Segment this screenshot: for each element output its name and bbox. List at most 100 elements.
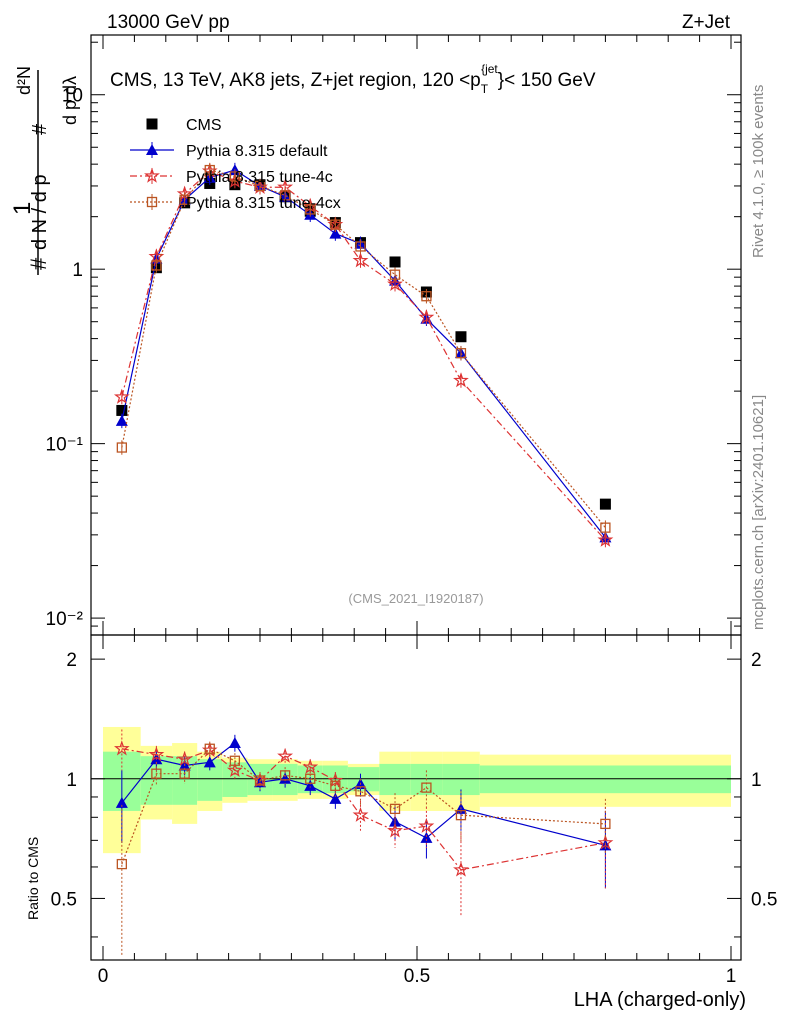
ratio-point — [389, 815, 402, 827]
data-point — [389, 269, 401, 280]
data-point — [151, 260, 162, 271]
ratio-point — [597, 834, 614, 850]
ratio-point — [418, 817, 435, 833]
y-label-part: d²N — [14, 66, 34, 95]
title-sub: T — [481, 82, 489, 96]
band-inner-4 — [222, 762, 248, 797]
ratio-point — [116, 858, 127, 870]
ratio-point — [389, 803, 401, 815]
data-point — [229, 171, 241, 182]
ratio-line-3 — [121, 748, 606, 865]
data-point — [387, 275, 403, 291]
ratio-series-3 — [116, 741, 611, 956]
x-axis-label: LHA (charged-only) — [574, 989, 746, 1011]
series-line-3 — [121, 169, 606, 529]
rivet-version-label: Rivet 4.1.0, ≥ 100k events — [750, 85, 767, 258]
y-tick-label-main: 10 — [62, 86, 83, 107]
title-tail: < 150 GeV — [504, 70, 596, 91]
y-tick-label-main: 1 — [72, 260, 83, 281]
ratio-point — [203, 756, 216, 768]
data-point — [418, 308, 435, 324]
data-point — [455, 331, 467, 343]
data-point — [254, 180, 266, 192]
data-point — [115, 414, 128, 426]
ratio-point — [148, 746, 165, 762]
main-series-layer — [113, 162, 614, 548]
ratio-point — [304, 779, 317, 791]
legend: CMS Pythia 8.315 default Pythia 8.315 tune… — [130, 117, 341, 212]
ratio-point — [387, 822, 403, 838]
data-point — [355, 241, 366, 252]
ratio-point — [115, 796, 128, 808]
series-0 — [116, 177, 611, 510]
ratio-uncertainty-bands — [103, 726, 731, 854]
ratio-point — [355, 786, 366, 797]
y-label-part: # — [29, 123, 51, 135]
ratio-plot-frame: 0 0.5 1 0.5 0.5 1 1 2 2 — [51, 634, 777, 987]
data-point — [330, 219, 341, 230]
data-point — [204, 164, 215, 176]
data-point — [305, 204, 316, 215]
ratio-point — [330, 780, 341, 791]
series-2 — [113, 162, 614, 548]
y-tick-label-ratio: 2 — [66, 650, 77, 671]
title-main: CMS, 13 TeV, AK8 jets, Z+jet region, 120… — [110, 70, 481, 91]
data-point — [453, 372, 469, 388]
data-point — [113, 388, 130, 404]
y-tick-label-main: 10⁻¹ — [46, 435, 84, 456]
legend-label: Pythia 8.315 tune-4c — [186, 169, 333, 186]
title-sup: {jet — [481, 62, 498, 76]
y-tick-label-ratio-right: 2 — [751, 650, 762, 671]
ratio-frame-border — [90, 634, 742, 961]
ratio-point — [226, 762, 243, 778]
y-label-part: 1 — [9, 202, 36, 215]
data-point — [597, 531, 614, 547]
ratio-point — [329, 792, 342, 804]
ratio-point — [151, 768, 162, 779]
data-point — [421, 291, 432, 302]
ratio-point — [277, 747, 294, 763]
ratio-point — [279, 772, 292, 784]
series-line-2 — [121, 170, 606, 541]
title-brace: } — [498, 70, 504, 91]
ratio-series-layer — [114, 729, 614, 956]
ratio-point — [302, 758, 319, 774]
legend-label: Pythia 8.315 tune-4cx — [186, 195, 341, 212]
y-tick-label-main: 10⁻² — [46, 609, 84, 630]
ratio-point — [254, 775, 266, 786]
data-point — [599, 498, 611, 510]
series-line-1 — [121, 169, 606, 538]
legend-marker — [146, 118, 158, 130]
series-3 — [116, 162, 611, 535]
analysis-id-label: (CMS_2021_I1920187) — [348, 591, 483, 606]
y-tick-label-ratio-right: 1 — [751, 770, 762, 791]
legend-marker — [146, 144, 158, 155]
ratio-point — [305, 773, 316, 784]
legend-marker — [146, 196, 158, 208]
ratio-point — [327, 772, 344, 788]
ratio-point — [421, 782, 432, 793]
y-label-part: d N / d p — [29, 174, 51, 250]
data-point — [600, 522, 611, 533]
energy-label: 13000 GeV pp — [107, 12, 230, 33]
ratio-point — [179, 768, 190, 779]
data-point — [279, 190, 291, 201]
ratio-point — [229, 755, 241, 766]
ratio-point — [352, 806, 369, 822]
data-point — [116, 404, 128, 416]
data-point — [352, 252, 369, 268]
ratio-point — [114, 740, 130, 756]
y-tick-label-ratio: 1 — [66, 770, 77, 791]
data-point — [179, 194, 190, 205]
legend-marker — [144, 167, 160, 183]
legend-label: Pythia 8.315 default — [186, 143, 328, 160]
mcplots-source-label: mcplots.cern.ch [arXiv:2401.10621] — [750, 395, 767, 630]
chart-title: CMS, 13 TeV, AK8 jets, Z+jet region, 120… — [110, 62, 596, 96]
ratio-point — [453, 861, 469, 877]
ratio-point — [455, 810, 467, 821]
ratio-point — [600, 818, 611, 830]
y-label-part: d p dλ — [60, 76, 80, 125]
data-point — [329, 227, 342, 239]
y-tick-label-ratio: 0.5 — [51, 889, 77, 910]
